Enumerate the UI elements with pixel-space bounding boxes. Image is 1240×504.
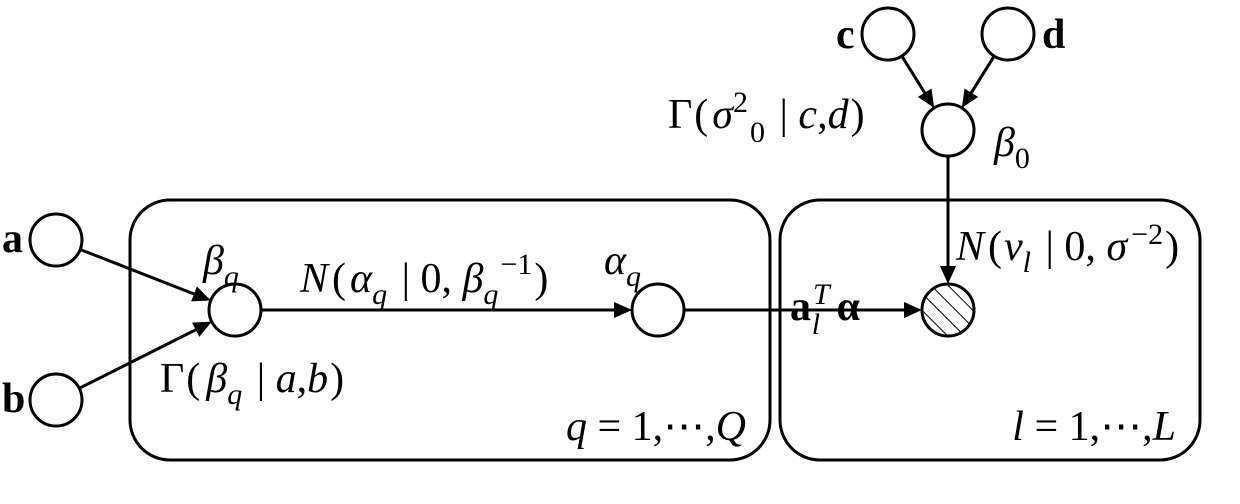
label-gamma-sigma: Γ(σ20 | c,d) bbox=[668, 86, 865, 149]
label-n-v-l: N(vl | 0, σ−2) bbox=[955, 218, 1179, 279]
node-b bbox=[30, 374, 82, 426]
edge-d-beta_0 bbox=[968, 56, 995, 99]
node-c bbox=[862, 8, 914, 60]
label-al-alpha: aTl α bbox=[790, 278, 861, 341]
bayesian-plate-diagram: a b c d βq αq β0 Γ(βq | a,b) N(αq | 0, βq−1) Γ(σ2… bbox=[0, 0, 1240, 504]
arrowhead-alpha_q-v_l bbox=[904, 302, 922, 318]
arrowhead-a-beta_q bbox=[191, 287, 211, 302]
arrowhead-beta_q-alpha_q bbox=[614, 302, 632, 318]
label-beta-q: βq bbox=[202, 238, 239, 293]
arrowhead-beta_0-v_l bbox=[940, 266, 956, 284]
node-d bbox=[982, 8, 1034, 60]
arrowhead-d-beta_0 bbox=[962, 88, 978, 108]
node-beta_0 bbox=[922, 104, 974, 156]
label-n-alpha-q: N(αq | 0, βq−1) bbox=[299, 248, 548, 311]
label-a: a bbox=[2, 216, 23, 262]
edge-a-beta_q bbox=[80, 249, 201, 296]
label-b: b bbox=[2, 376, 25, 422]
arrowhead-c-beta_0 bbox=[918, 88, 934, 108]
node-a bbox=[30, 214, 82, 266]
label-d: d bbox=[1042, 12, 1065, 58]
label-c: c bbox=[836, 12, 855, 58]
edge-c-beta_0 bbox=[902, 56, 929, 99]
plate-label-q: q = 1,⋯,Q bbox=[566, 404, 746, 450]
label-alpha-q: αq bbox=[604, 238, 641, 293]
node-v_l bbox=[922, 284, 974, 336]
label-beta-0: β0 bbox=[993, 120, 1030, 175]
label-gamma-beta-q: Γ(βq | a,b) bbox=[160, 356, 344, 411]
plate-label-l: l = 1,⋯,L bbox=[1012, 404, 1176, 450]
